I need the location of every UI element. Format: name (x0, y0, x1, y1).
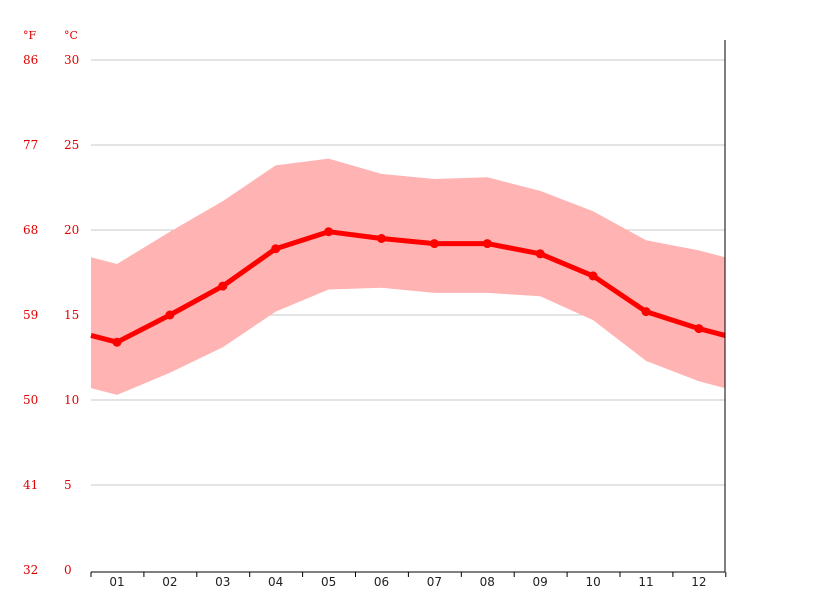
data-point-05 (324, 227, 334, 237)
y-tick-label-fahrenheit: 77 (23, 138, 38, 152)
y-tick-label-fahrenheit: 68 (23, 223, 38, 237)
x-tick-label-04: 04 (268, 575, 283, 589)
average-temperature-path (90, 229, 726, 345)
y-tick-label-celsius: 10 (64, 393, 79, 407)
data-point-03 (218, 281, 228, 291)
celsius-unit-label: °C (64, 29, 78, 42)
x-tick-label-07: 07 (427, 575, 442, 589)
x-tick-label-01: 01 (109, 575, 124, 589)
y-tick-label-celsius: 15 (64, 308, 79, 322)
x-tick-label-09: 09 (533, 575, 548, 589)
x-tick-label-03: 03 (215, 575, 230, 589)
data-point-09 (535, 249, 545, 259)
y-tick-label-celsius: 20 (64, 223, 79, 237)
data-point-11 (641, 307, 651, 317)
data-point-04 (271, 244, 281, 254)
x-tick-label-11: 11 (638, 575, 653, 589)
y-tick-label-fahrenheit: 86 (23, 53, 38, 67)
axis-labels: °F °C 0 32 5 41 10 50 15 59 20 68 25 77 30 86 01 02 03 04… (23, 29, 707, 589)
average-temperature-line (90, 227, 726, 347)
temperature-range-band (91, 158, 725, 395)
x-tick-label-08: 08 (480, 575, 495, 589)
data-point-01 (112, 337, 122, 347)
axes (90, 40, 727, 577)
data-point-12 (694, 324, 704, 334)
y-tick-label-fahrenheit: 32 (23, 563, 38, 577)
data-point-07 (429, 239, 439, 249)
y-tick-label-fahrenheit: 59 (23, 308, 38, 322)
fahrenheit-unit-label: °F (23, 29, 37, 42)
x-tick-label-10: 10 (585, 575, 600, 589)
y-tick-label-celsius: 0 (64, 563, 72, 577)
data-point-08 (482, 239, 492, 249)
temperature-range-area (91, 158, 725, 395)
y-tick-label-fahrenheit: 41 (23, 478, 38, 492)
x-tick-label-02: 02 (162, 575, 177, 589)
x-tick-label-06: 06 (374, 575, 389, 589)
x-tick-label-12: 12 (691, 575, 706, 589)
y-tick-label-fahrenheit: 50 (23, 393, 38, 407)
y-tick-label-celsius: 30 (64, 53, 79, 67)
data-point-06 (377, 234, 386, 243)
data-point-02 (165, 310, 175, 320)
y-tick-label-celsius: 25 (64, 138, 79, 152)
data-point-10 (588, 271, 598, 281)
y-tick-label-celsius: 5 (64, 478, 72, 492)
x-tick-label-05: 05 (321, 575, 336, 589)
